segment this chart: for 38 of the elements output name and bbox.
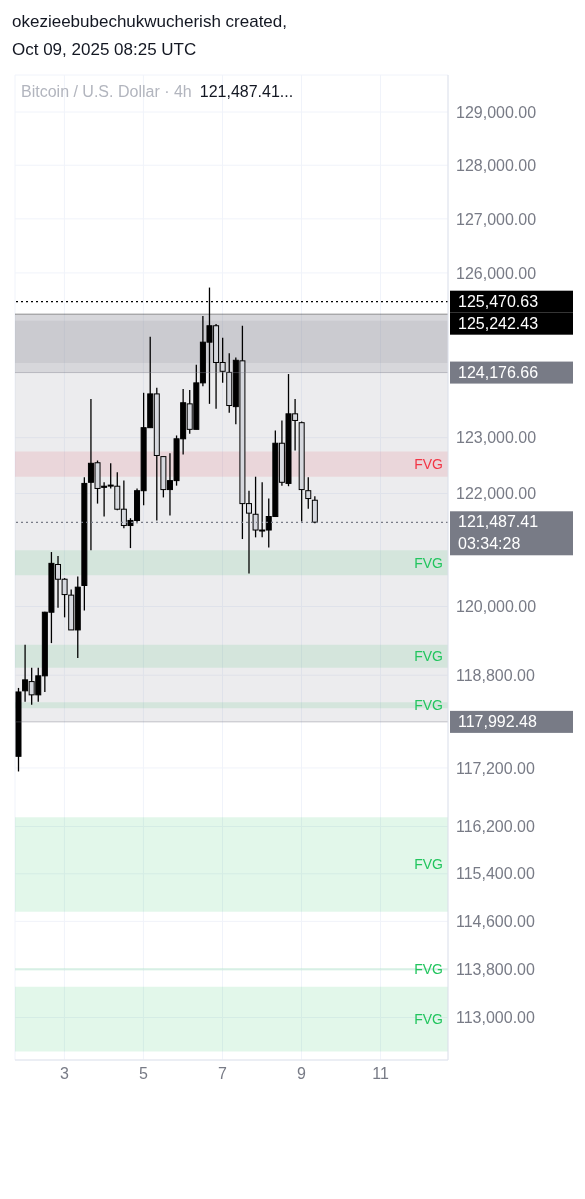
band-label: FVG [414, 456, 443, 473]
y-tick-label: 129,000.00 [456, 103, 537, 121]
band-label: FVG [414, 554, 443, 571]
y-tick-label: 116,200.00 [456, 818, 535, 836]
ref-line-label: 124,176.66 [458, 363, 539, 381]
y-tick-label: 115,400.00 [456, 865, 535, 883]
y-tick-label: 126,000.00 [456, 264, 537, 282]
text: Oct 09, 2025 08:25 UTC [12, 39, 198, 61]
y-tick-label: 120,000.00 [456, 598, 537, 616]
text: 121,487.41... [199, 83, 294, 100]
x-tick-label: 9 [297, 1065, 307, 1083]
y-tick-label: 118,800.00 [456, 666, 535, 684]
y-tick-label: 123,000.00 [456, 429, 537, 447]
ref-line-label: 125,470.63 [458, 292, 539, 310]
x-tick-label: 5 [138, 1065, 148, 1083]
y-tick-label: 117,200.00 [456, 759, 535, 777]
y-tick-label: 113,000.00 [456, 1009, 535, 1027]
text: okezieebubechukwucherish created, [12, 11, 288, 33]
y-tick-label: 122,000.00 [456, 485, 537, 503]
band-label: FVG [414, 856, 443, 873]
y-tick-label: 113,800.00 [456, 960, 535, 978]
band-label: FVG [414, 697, 443, 714]
y-tick-label: 114,600.00 [456, 913, 535, 931]
x-tick-label: 7 [217, 1065, 227, 1083]
band-label: FVG [414, 961, 443, 978]
candlestick [311, 495, 318, 524]
text: Bitcoin / U.S. Dollar · 4h [21, 83, 192, 100]
text: 03:34:28 [458, 535, 521, 553]
band-label: FVG [414, 1011, 443, 1028]
candlestick [305, 476, 312, 510]
y-tick-label: 128,000.00 [456, 156, 537, 174]
band-label: FVG [414, 648, 443, 665]
x-tick-label: 3 [59, 1065, 69, 1083]
x-tick-label: 11 [372, 1065, 389, 1083]
ref-line-label: 117,992.48 [458, 712, 537, 730]
ref-line-label: 121,487.41 [458, 513, 539, 531]
y-tick-label: 127,000.00 [456, 210, 537, 228]
ref-line-label: 125,242.43 [458, 314, 539, 332]
